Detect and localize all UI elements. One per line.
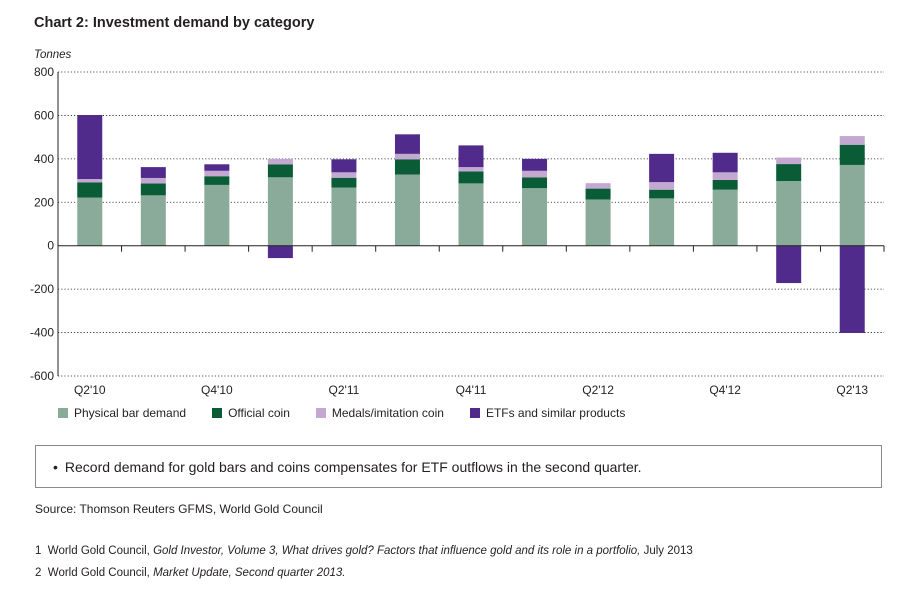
bar-segment (140, 195, 166, 246)
bar-segment (267, 245, 293, 259)
bar-segment (522, 170, 548, 178)
legend-item: ETFs and similar products (469, 406, 626, 420)
bar-segment (776, 157, 802, 165)
legend-label: Physical bar demand (74, 406, 187, 420)
bar-segment (585, 188, 611, 200)
bar-segment (712, 152, 738, 173)
x-tick-label: Q2'11 (329, 383, 360, 397)
footnote-number: 2 (35, 567, 42, 579)
footnote-number: 1 (35, 545, 42, 557)
legend-swatch (212, 408, 223, 418)
bar-segment (776, 164, 802, 182)
legend-item: Official coin (212, 406, 290, 420)
bar-segment (267, 164, 293, 178)
bar-segment (712, 189, 738, 246)
bar-segment (77, 179, 103, 183)
bar-segment (204, 176, 230, 185)
bar-segment (776, 181, 802, 246)
x-tick-label: Q2'12 (582, 383, 614, 397)
bar-segment (77, 197, 103, 246)
bar-segment (204, 184, 230, 246)
bar-segment (585, 199, 611, 246)
footnote-author: World Gold Council, (47, 545, 150, 557)
bar-segment (77, 114, 103, 180)
y-tick-label: 800 (34, 65, 54, 79)
bar-segment (776, 245, 802, 284)
legend-item: Medals/imitation coin (315, 406, 444, 420)
bar-segment (458, 167, 484, 172)
x-tick-label: Q4'11 (456, 383, 487, 397)
bar-segment (140, 177, 166, 184)
bar-segment (394, 134, 420, 154)
bar-segment (331, 172, 357, 178)
bar-segment (839, 164, 865, 246)
bar-segment (839, 136, 865, 145)
bar-series (77, 114, 865, 334)
bar-segment (649, 182, 675, 190)
bar-segment (267, 177, 293, 246)
source-note: Source: Thomson Reuters GFMS, World Gold… (35, 502, 323, 516)
bar-segment (649, 153, 675, 183)
footnote-2: 2 World Gold Council, Market Update, Sec… (35, 567, 346, 579)
bar-segment (839, 245, 865, 334)
y-tick-label: -400 (30, 326, 54, 340)
bar-segment (394, 159, 420, 175)
legend-item: Physical bar demand (58, 406, 186, 420)
bar-segment (712, 179, 738, 190)
bar-segment (204, 164, 230, 171)
bar-segment (140, 167, 166, 178)
y-tick-label: -600 (30, 369, 54, 383)
legend: Physical bar demand Official coin Medals/i… (58, 406, 651, 420)
bar-segment (267, 158, 293, 165)
y-tick-label: -200 (30, 282, 54, 296)
legend-swatch (315, 408, 326, 418)
footnote-date: July 2013 (643, 545, 693, 557)
callout-text: Record demand for gold bars and coins co… (64, 458, 642, 475)
footnote-work: Market Update, Second quarter 2013. (153, 567, 346, 579)
axis-labels: Tonnes 800 600 400 200 0 -200 -400 -600 Q2'10 Q4'1… (30, 49, 868, 397)
bar-segment (140, 183, 166, 196)
footnote-work: Gold Investor, Volume 3, What drives gol… (153, 545, 641, 557)
x-tick-label: Q4'12 (709, 383, 741, 397)
footnote-1: 1 World Gold Council, Gold Investor, Vol… (35, 545, 693, 557)
bar-segment (458, 171, 484, 184)
investment-demand-chart: Tonnes 800 600 400 200 0 -200 -400 -600 Q2'10 Q4'1… (30, 49, 885, 397)
bar-segment (331, 177, 357, 188)
legend-swatch (58, 408, 68, 418)
bar-segment (331, 187, 357, 246)
callout-box: • Record demand for gold bars and coins … (35, 445, 882, 488)
x-tick-label: Q2'13 (836, 383, 868, 397)
bar-segment (394, 174, 420, 246)
bar-segment (458, 183, 484, 246)
bullet-icon: • (53, 458, 58, 475)
bar-segment (204, 170, 230, 177)
y-tick-label: 0 (47, 239, 54, 253)
footnote-author: World Gold Council, (47, 567, 150, 579)
bar-segment (522, 158, 548, 171)
bar-segment (522, 177, 548, 189)
bar-segment (522, 188, 548, 246)
bar-segment (458, 145, 484, 168)
y-tick-label: 200 (34, 195, 54, 209)
y-tick-label: 400 (34, 152, 54, 166)
y-axis-title: Tonnes (34, 49, 72, 61)
y-tick-label: 600 (34, 108, 54, 122)
bar-segment (649, 198, 675, 246)
bar-segment (839, 144, 865, 165)
bar-segment (649, 189, 675, 199)
bar-segment (394, 153, 420, 160)
bar-segment (331, 159, 357, 173)
axes (57, 72, 885, 376)
legend-label: Official coin (228, 406, 290, 420)
legend-swatch (469, 408, 480, 418)
bar-segment (77, 182, 103, 198)
legend-label: ETFs and similar products (485, 406, 626, 420)
bar-segment (585, 183, 611, 189)
x-tick-label: Q4'10 (201, 383, 233, 397)
x-tick-label: Q2'10 (74, 383, 106, 397)
bar-segment (712, 172, 738, 180)
chart-title: Chart 2: Investment demand by category (34, 15, 315, 31)
legend-label: Medals/imitation coin (331, 406, 444, 420)
